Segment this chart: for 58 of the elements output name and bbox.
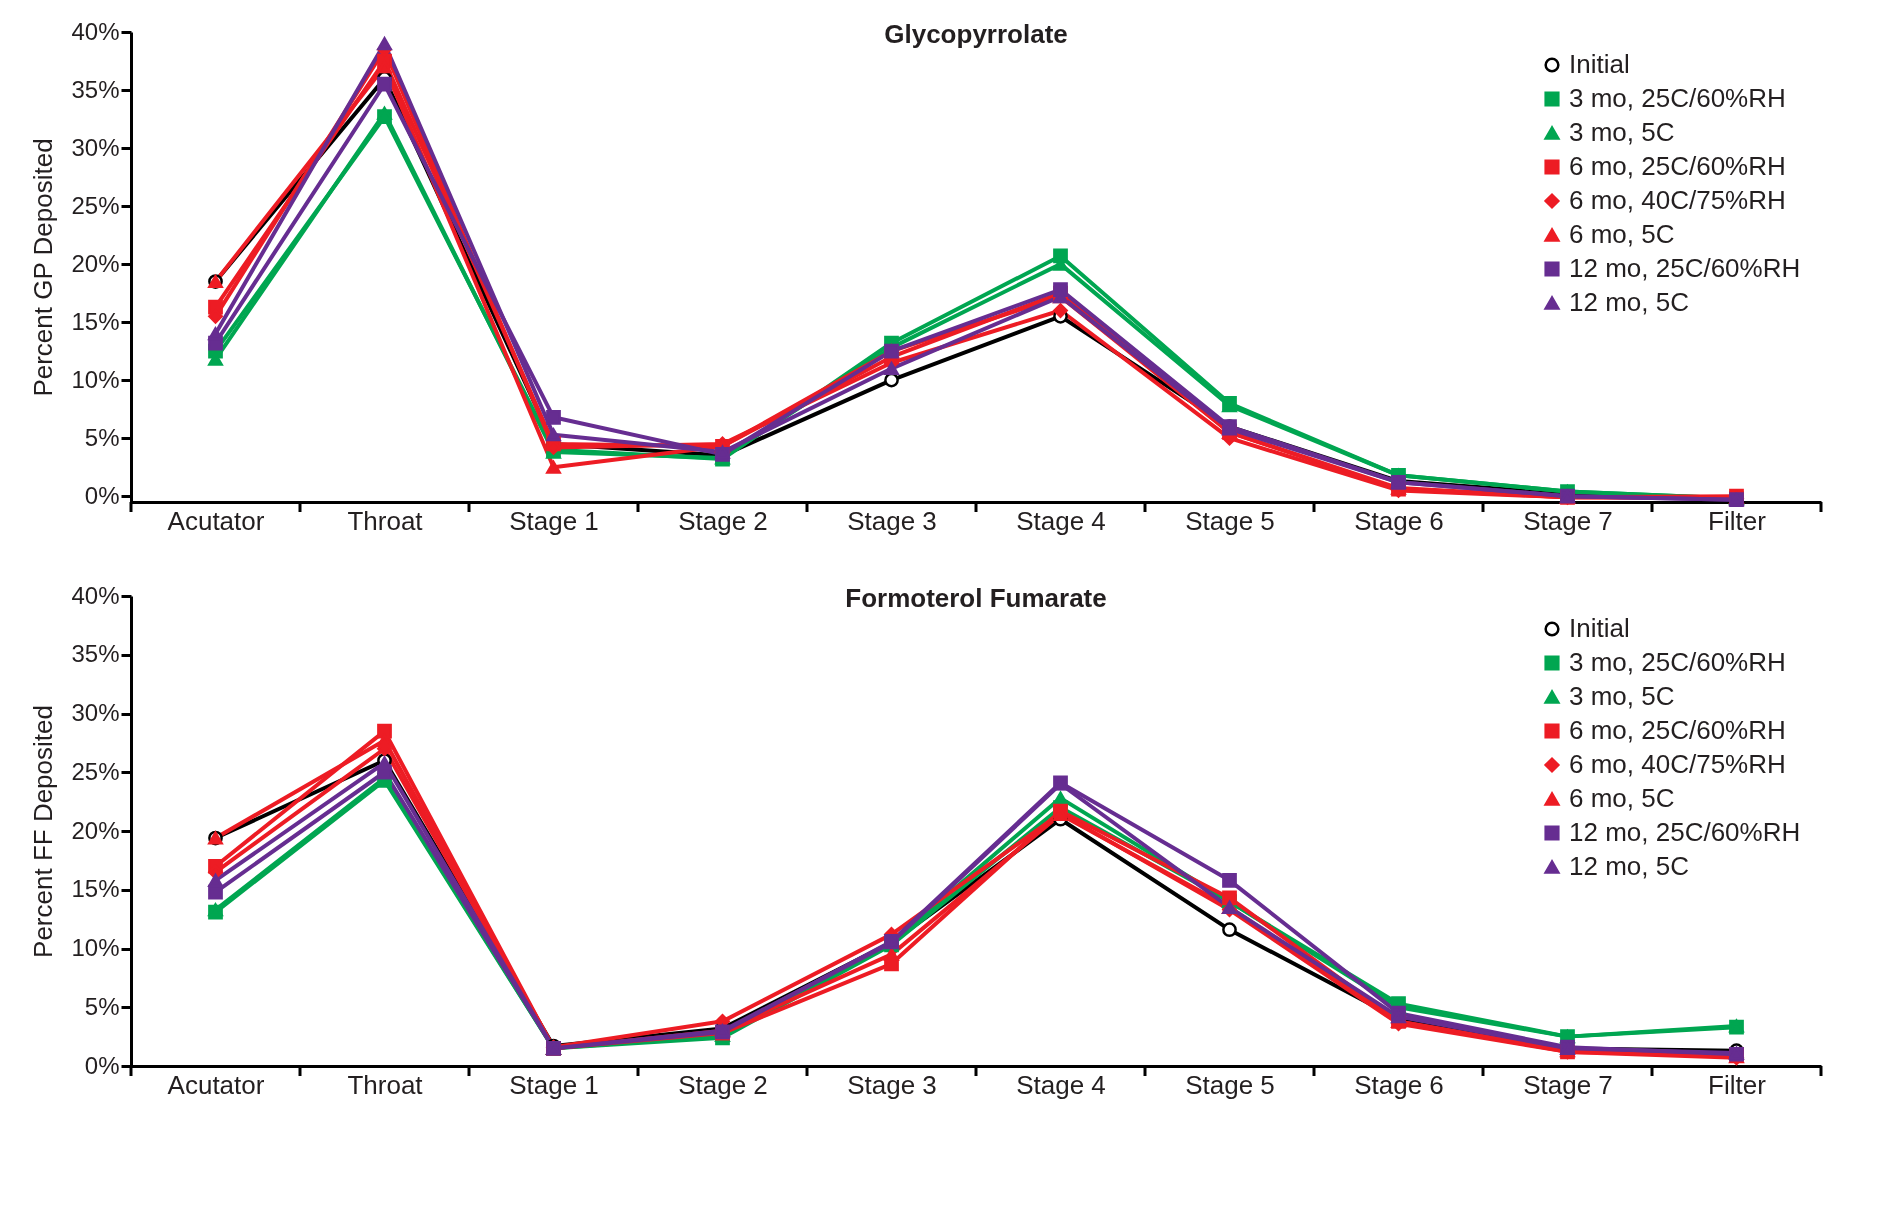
legend-label: 6 mo, 25C/60%RH	[1569, 715, 1786, 745]
legend-label: 6 mo, 25C/60%RH	[1569, 151, 1786, 181]
y-tick-label: 35%	[71, 640, 120, 668]
x-tick-label: Stage 2	[678, 505, 768, 536]
x-tick-label: Stage 4	[1016, 1069, 1106, 1100]
legend-label: 6 mo, 40C/75%RH	[1569, 185, 1786, 215]
x-tick-label: Stage 5	[1185, 1069, 1275, 1100]
y-tick-label: 15%	[71, 875, 120, 903]
legend-label: Initial	[1569, 49, 1630, 79]
x-tick-label: Throat	[347, 1069, 424, 1100]
legend-label: 3 mo, 5C	[1569, 117, 1675, 147]
x-tick-label: Stage 3	[847, 1069, 937, 1100]
x-tick-label: Stage 3	[847, 505, 937, 536]
x-tick-label: Stage 6	[1354, 1069, 1444, 1100]
y-axis-title: Percent FF Deposited	[28, 705, 59, 958]
y-tick-label: 20%	[71, 816, 120, 844]
legend-label: 12 mo, 25C/60%RH	[1569, 817, 1801, 847]
y-tick-label: 40%	[71, 17, 120, 45]
y-tick-label: 20%	[71, 249, 120, 277]
legend-label: 12 mo, 25C/60%RH	[1569, 253, 1801, 283]
y-tick-label: 25%	[71, 191, 120, 219]
legend-label: 6 mo, 5C	[1569, 219, 1675, 249]
x-tick-label: Stage 5	[1185, 505, 1275, 536]
legend-label: 6 mo, 40C/75%RH	[1569, 749, 1786, 779]
x-tick-label: Stage 7	[1523, 505, 1613, 536]
chart-title: Formoterol Fumarate	[845, 583, 1107, 613]
legend-label: 3 mo, 25C/60%RH	[1569, 83, 1786, 113]
y-tick-label: 40%	[71, 581, 120, 609]
y-axis-title: Percent GP Deposited	[28, 138, 59, 397]
x-tick-label: Acutator	[167, 1069, 265, 1100]
x-tick-label: Throat	[347, 505, 424, 536]
y-tick-label: 0%	[84, 1051, 120, 1079]
legend-label: 6 mo, 5C	[1569, 783, 1675, 813]
y-tick-label: 5%	[84, 992, 120, 1020]
x-tick-label: Filter	[1708, 1069, 1767, 1100]
legend-label: 3 mo, 5C	[1569, 681, 1675, 711]
x-tick-label: Acutator	[167, 505, 265, 536]
y-tick-label: 15%	[71, 307, 120, 335]
y-tick-label: 5%	[84, 423, 120, 451]
y-tick-label: 0%	[84, 481, 120, 509]
x-tick-label: Stage 4	[1016, 505, 1106, 536]
y-tick-label: 10%	[71, 365, 120, 393]
legend-label: Initial	[1569, 613, 1630, 643]
y-tick-label: 25%	[71, 757, 120, 785]
y-tick-label: 30%	[71, 699, 120, 726]
y-tick-label: 10%	[71, 934, 120, 961]
x-tick-label: Stage 6	[1354, 505, 1444, 536]
x-tick-label: Stage 7	[1523, 1069, 1613, 1100]
x-tick-label: Filter	[1708, 505, 1767, 536]
x-tick-label: Stage 1	[509, 505, 599, 536]
chart-title: Glycopyrrolate	[884, 19, 1068, 49]
y-tick-label: 30%	[71, 133, 120, 161]
x-tick-label: Stage 2	[678, 1069, 768, 1100]
legend-label: 3 mo, 25C/60%RH	[1569, 647, 1786, 677]
legend-label: 12 mo, 5C	[1569, 287, 1689, 317]
legend-label: 12 mo, 5C	[1569, 851, 1689, 881]
y-tick-label: 35%	[71, 75, 120, 103]
x-tick-label: Stage 1	[509, 1069, 599, 1100]
